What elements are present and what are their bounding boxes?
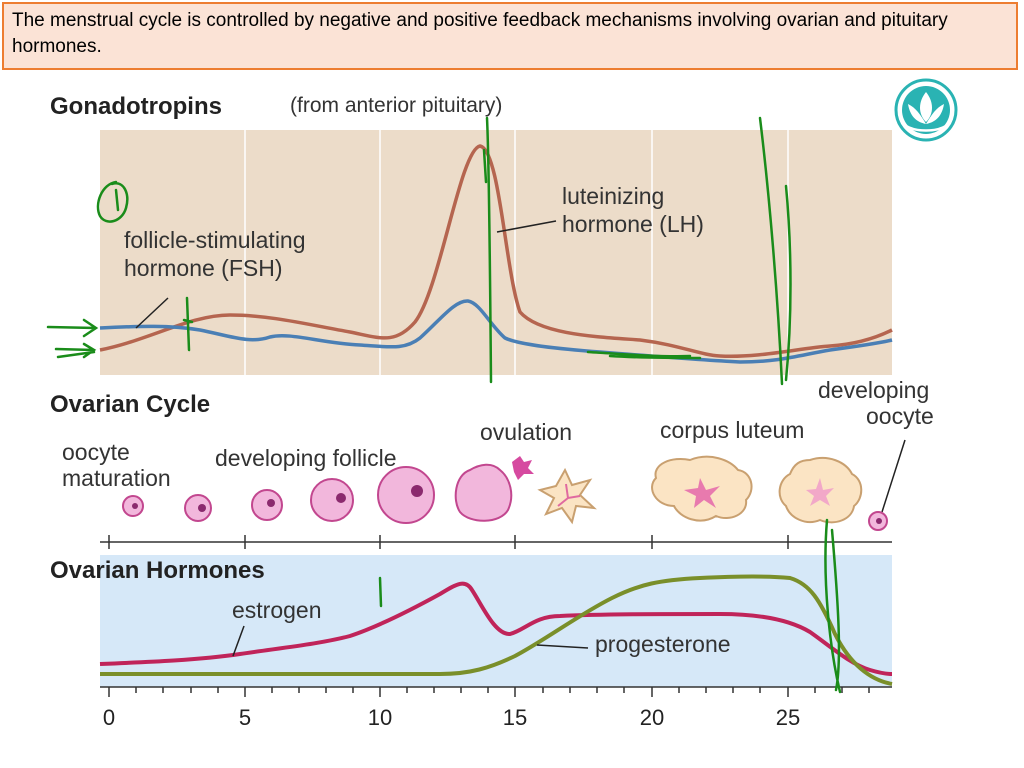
corpus-luteum-1 (651, 455, 753, 522)
gonadotropins-plot-bg (100, 130, 892, 375)
oocyte-maturation-label-line2: maturation (62, 465, 171, 491)
day-tick-label-5: 5 (239, 705, 251, 730)
lh-leader-line (496, 220, 557, 233)
handwritten-annotations (46, 116, 842, 694)
annotation-estrogen-mark (378, 576, 383, 608)
oocyte-maturation-label-line1: oocyte (62, 439, 130, 465)
estrogen-leader (232, 625, 245, 657)
annotation-circle-mark (96, 180, 129, 223)
developing-follicle-label: developing follicle (215, 445, 397, 471)
gonadotropins-title: Gonadotropins (50, 93, 222, 120)
estrogen-curve (99, 581, 893, 676)
fsh-leader-line (135, 297, 169, 329)
progesterone-leader (536, 644, 589, 649)
ovulating-follicle (454, 456, 534, 522)
follicle-stage-5 (377, 466, 435, 524)
corpus-luteum-2 (778, 456, 863, 524)
estrogen-label: estrogen (232, 597, 322, 623)
annotation-lh-low-underline (586, 350, 702, 360)
ruptured-follicle (537, 467, 597, 525)
follicle-stage-1 (122, 495, 144, 517)
day-tick-label-0: 0 (103, 705, 115, 730)
day-tick-label-10: 10 (368, 705, 392, 730)
lh-label-line1: luteinizing (562, 183, 664, 209)
day-tick-label-15: 15 (503, 705, 527, 730)
ovarian-cycle-title: Ovarian Cycle (50, 391, 210, 418)
developing-oocyte-leader (881, 439, 906, 513)
lh-curve (99, 144, 893, 359)
new-developing-oocyte (868, 511, 888, 531)
follicle-stage-3 (251, 489, 283, 521)
annotation-luteal-line-2 (784, 184, 792, 382)
annotation-luteal-line-1 (758, 116, 784, 386)
developing-oocyte-label-line2: oocyte (866, 403, 934, 429)
gonadotropins-subtitle: (from anterior pituitary) (290, 94, 502, 117)
annotation-arrow-upper (46, 318, 99, 338)
gonadotropins-gridlines (244, 130, 789, 375)
annotation-lh-peak-line (482, 116, 493, 384)
day-tick-label-20: 20 (640, 705, 664, 730)
annotation-day27-line (824, 518, 842, 694)
annotation-arrow-lower (54, 342, 97, 359)
ovarian-hormones-title: Ovarian Hormones (50, 557, 265, 584)
follicle-stage-4 (310, 478, 354, 522)
fsh-label-line2: hormone (FSH) (124, 255, 282, 281)
fsh-label-line1: follicle-stimulating (124, 227, 306, 253)
developing-oocyte-label-line1: developing (818, 377, 929, 403)
day-axis-ticks (108, 687, 870, 697)
day-tick-label-25: 25 (776, 705, 800, 730)
ovarian-cycle-baseline-ticks (108, 535, 789, 549)
caption-box: The menstrual cycle is controlled by neg… (2, 2, 1018, 70)
progesterone-curve (100, 574, 893, 686)
progesterone-label: progesterone (595, 631, 731, 657)
follicle-stage-2 (184, 494, 212, 522)
fsh-curve (99, 299, 893, 364)
ovulation-label: ovulation (480, 419, 572, 445)
lotus-logo (894, 78, 958, 142)
annotation-mark-day3 (182, 296, 194, 352)
corpus-luteum-label: corpus luteum (660, 417, 804, 443)
lh-label-line2: hormone (LH) (562, 211, 704, 237)
